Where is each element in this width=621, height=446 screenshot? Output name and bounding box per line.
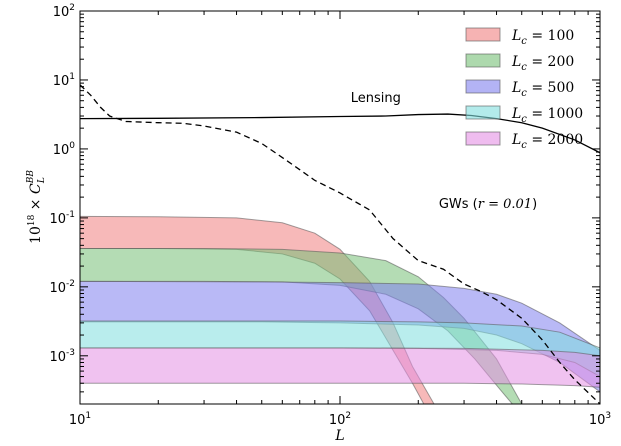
y-axis-label: 1018 × CBBL bbox=[26, 170, 47, 244]
x-tick-label: 102 bbox=[329, 411, 351, 428]
x-tick-label: 101 bbox=[69, 411, 91, 428]
y-tick-label: 10-1 bbox=[49, 210, 75, 227]
x-axis-label: L bbox=[334, 428, 344, 444]
annotations-layer: Lensing GWs (r = 0.01) bbox=[351, 91, 537, 212]
ticks-layer bbox=[79, 10, 601, 405]
lensing-curve bbox=[80, 113, 600, 154]
y-tick-label: 100 bbox=[53, 141, 76, 158]
y-tick-label: 102 bbox=[53, 3, 75, 20]
legend-swatch bbox=[465, 105, 501, 120]
legend-label: Lc = 200 bbox=[511, 54, 574, 73]
legend-swatch bbox=[465, 53, 501, 68]
y-tick-label: 10-3 bbox=[49, 348, 75, 365]
band-lc-4 bbox=[80, 347, 600, 388]
gws-annotation: GWs (r = 0.01) bbox=[439, 197, 537, 212]
legend-swatch bbox=[465, 27, 501, 42]
x-tick-label: 103 bbox=[589, 411, 611, 428]
legend-label: Lc = 500 bbox=[511, 80, 574, 99]
legend-swatch bbox=[465, 131, 501, 146]
legend: Lc = 100 Lc = 200 Lc = 500 Lc = 1000 Lc = 20… bbox=[465, 27, 583, 151]
tick-labels-layer: 101 102 103 102 101 100 10-1 10-2 10-3 bbox=[49, 3, 611, 428]
bands-layer bbox=[80, 215, 600, 404]
lensing-annotation: Lensing bbox=[351, 91, 401, 106]
y-tick-label: 10-2 bbox=[49, 279, 75, 296]
legend-label: Lc = 2000 bbox=[511, 132, 583, 151]
legend-label: Lc = 100 bbox=[511, 28, 574, 47]
legend-swatch bbox=[465, 79, 501, 94]
y-tick-label: 101 bbox=[53, 72, 75, 89]
lines-layer bbox=[80, 84, 600, 404]
legend-label: Lc = 1000 bbox=[511, 106, 583, 125]
gws-curve bbox=[80, 84, 600, 404]
